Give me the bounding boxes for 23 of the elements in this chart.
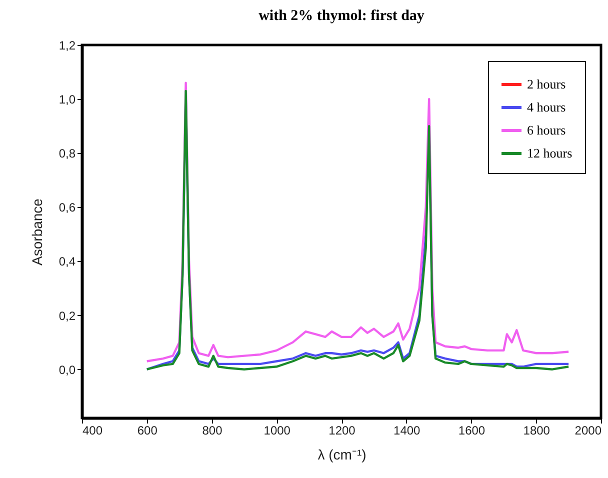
y-tick-label: 0,2 (58, 308, 76, 323)
y-tick-label: 0,4 (58, 254, 76, 269)
x-tick-label: 400 (82, 424, 103, 438)
x-tick-label: 1600 (458, 424, 486, 438)
legend-label: 4 hours (527, 100, 566, 114)
x-tick-label: 800 (202, 424, 223, 438)
legend-label: 2 hours (527, 76, 566, 92)
x-tick-label: 1000 (264, 424, 291, 438)
y-tick-label: 1,2 (58, 38, 76, 52)
y-axis-title: Asorbance (28, 198, 45, 266)
y-tick-label: 0,8 (58, 146, 76, 161)
x-tick-label: 600 (137, 424, 158, 438)
x-tick-label: 1200 (328, 424, 356, 438)
legend-label: 6 hours (527, 122, 566, 138)
x-axis-title: λ (cm⁻¹) (318, 446, 366, 462)
x-tick-label: 2000 (574, 424, 602, 438)
x-tick-label: 1400 (394, 424, 421, 438)
y-tick-label: 1,0 (58, 92, 76, 107)
y-tick-label: 0,6 (58, 200, 76, 215)
x-tick-label: 1800 (523, 424, 550, 438)
legend-label: 12 hours (527, 146, 572, 160)
chart-title: with 2% thymol: first day (258, 8, 425, 24)
y-tick-label: 0,0 (58, 362, 76, 377)
